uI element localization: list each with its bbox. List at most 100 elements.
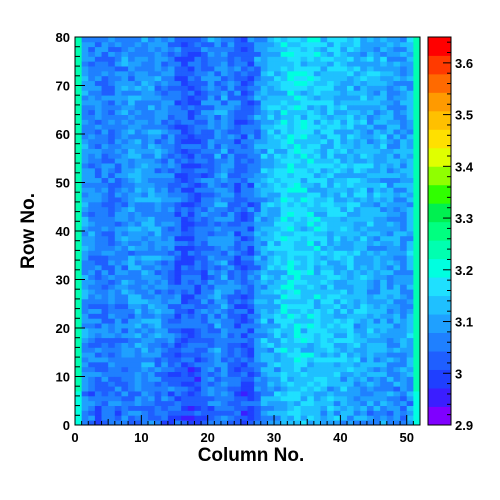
heatmap-cell xyxy=(81,66,89,72)
heatmap-cell xyxy=(194,337,202,343)
heatmap-cell xyxy=(81,303,89,309)
heatmap-cell xyxy=(386,289,394,295)
heatmap-cell xyxy=(400,66,408,72)
heatmap-cell xyxy=(373,337,381,343)
heatmap-cell xyxy=(154,109,162,115)
heatmap-cell xyxy=(81,51,89,57)
heatmap-cell xyxy=(300,400,308,406)
heatmap-cell xyxy=(366,226,374,232)
heatmap-cell xyxy=(347,294,355,300)
heatmap-cell xyxy=(320,56,328,62)
heatmap-cell xyxy=(247,420,255,426)
heatmap-cell xyxy=(227,109,235,115)
heatmap-cell xyxy=(333,177,341,183)
heatmap-cell xyxy=(260,66,268,72)
heatmap-cell xyxy=(108,269,116,276)
heatmap-cell xyxy=(240,187,248,193)
heatmap-cell xyxy=(293,347,301,353)
heatmap-cell xyxy=(240,201,248,208)
heatmap-cell xyxy=(287,318,295,324)
heatmap-cell xyxy=(400,46,408,52)
heatmap-cell xyxy=(260,158,268,164)
heatmap-cell xyxy=(254,352,262,358)
color-scale-label: 2.9 xyxy=(455,418,473,433)
heatmap-cell xyxy=(94,206,102,212)
heatmap-cell xyxy=(366,405,374,411)
heatmap-cell xyxy=(413,328,421,334)
heatmap-cell xyxy=(327,104,335,111)
heatmap-cell xyxy=(128,80,136,86)
heatmap-cell xyxy=(254,361,262,368)
heatmap-cell xyxy=(194,298,202,305)
heatmap-cell xyxy=(234,347,242,353)
heatmap-cell xyxy=(360,201,368,208)
heatmap-cell xyxy=(88,80,96,86)
heatmap-cell xyxy=(75,167,83,174)
heatmap-cell xyxy=(406,361,414,368)
heatmap-cell xyxy=(393,284,401,290)
heatmap-cell xyxy=(194,158,202,164)
heatmap-cell xyxy=(114,357,122,363)
heatmap-cell xyxy=(413,264,421,271)
heatmap-cell xyxy=(413,114,421,120)
heatmap-cell xyxy=(274,56,282,62)
y-tick-label: 80 xyxy=(56,30,70,45)
heatmap-cell xyxy=(214,366,222,373)
heatmap-cell xyxy=(194,114,202,120)
heatmap-cell xyxy=(406,104,414,111)
heatmap-cell xyxy=(214,211,222,217)
heatmap-cell xyxy=(353,197,361,203)
heatmap-cell xyxy=(154,41,162,48)
heatmap-cell xyxy=(347,177,355,183)
heatmap-cell xyxy=(313,75,321,82)
heatmap-cell xyxy=(380,197,388,203)
heatmap-cell xyxy=(75,284,83,290)
heatmap-cell xyxy=(386,226,394,232)
heatmap-cell xyxy=(347,206,355,212)
heatmap-cell xyxy=(386,245,394,251)
heatmap-cell xyxy=(201,163,209,169)
heatmap-cell xyxy=(220,308,228,314)
heatmap-cell xyxy=(108,347,116,353)
heatmap-cell xyxy=(141,211,149,217)
heatmap-cell xyxy=(75,245,83,251)
heatmap-cell xyxy=(293,318,301,324)
heatmap-cell xyxy=(201,366,209,373)
heatmap-cell xyxy=(194,95,202,101)
heatmap-cell xyxy=(134,289,142,295)
heatmap-cell xyxy=(347,313,355,319)
heatmap-cell xyxy=(400,298,408,305)
heatmap-cell xyxy=(353,201,361,208)
heatmap-cell xyxy=(366,51,374,57)
heatmap-cell xyxy=(220,323,228,329)
heatmap-cell xyxy=(380,240,388,246)
x-axis-title: Column No. xyxy=(198,445,305,466)
heatmap-cell xyxy=(75,124,83,130)
heatmap-cell xyxy=(240,255,248,261)
heatmap-cell xyxy=(320,124,328,130)
heatmap-cell xyxy=(260,167,268,174)
heatmap-cell xyxy=(207,124,215,130)
heatmap-cell xyxy=(201,328,209,334)
heatmap-cell xyxy=(154,138,162,145)
heatmap-cell xyxy=(386,376,394,382)
heatmap-cell xyxy=(181,70,189,77)
heatmap-cell xyxy=(300,85,308,91)
heatmap-cell xyxy=(287,201,295,208)
heatmap-cell xyxy=(101,231,109,237)
heatmap-cell xyxy=(174,260,182,266)
heatmap-cell xyxy=(101,400,109,406)
heatmap-cell xyxy=(353,100,361,106)
heatmap-cell xyxy=(81,85,89,91)
heatmap-cell xyxy=(393,75,401,82)
heatmap-cell xyxy=(293,294,301,300)
heatmap-cell xyxy=(267,114,275,120)
heatmap-cell xyxy=(413,182,421,188)
heatmap-cell xyxy=(307,221,315,227)
heatmap-cell xyxy=(300,361,308,368)
heatmap-cell xyxy=(167,420,175,426)
heatmap-cell xyxy=(320,226,328,232)
heatmap-cell xyxy=(267,163,275,169)
heatmap-cell xyxy=(260,95,268,101)
heatmap-cell xyxy=(366,182,374,188)
